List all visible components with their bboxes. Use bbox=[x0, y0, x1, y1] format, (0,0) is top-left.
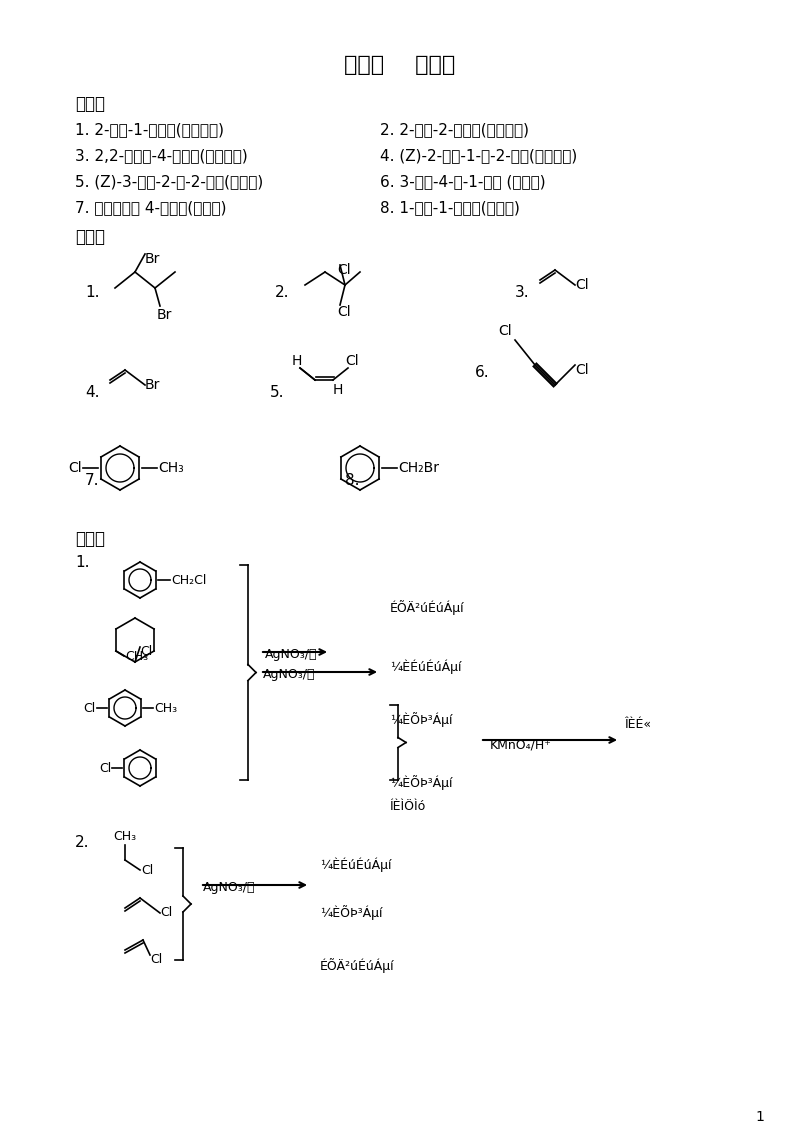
Text: Br: Br bbox=[157, 308, 172, 321]
Text: H: H bbox=[333, 383, 343, 397]
Text: 第六章    卤代烃: 第六章 卤代烃 bbox=[344, 55, 456, 75]
Text: CH₂Br: CH₂Br bbox=[398, 461, 439, 475]
Text: 8.: 8. bbox=[345, 473, 359, 488]
Text: 2.: 2. bbox=[75, 835, 90, 850]
Text: 第二题: 第二题 bbox=[75, 228, 105, 246]
Text: ¼ÈÉúÉúÁµí: ¼ÈÉúÉúÁµí bbox=[390, 660, 462, 675]
Text: 7. 对氯甲苯或 4-氯甲苯(苯基型): 7. 对氯甲苯或 4-氯甲苯(苯基型) bbox=[75, 200, 226, 215]
Text: 第三题: 第三题 bbox=[75, 530, 105, 548]
Text: 5.: 5. bbox=[270, 385, 285, 400]
Text: AgNO₃/醇: AgNO₃/醇 bbox=[203, 881, 255, 894]
Text: 1.: 1. bbox=[75, 555, 90, 571]
Text: 3.: 3. bbox=[515, 285, 530, 300]
Text: Cl: Cl bbox=[575, 363, 589, 377]
Text: KMnO₄/H⁺: KMnO₄/H⁺ bbox=[490, 738, 552, 751]
Text: 7.: 7. bbox=[85, 473, 99, 488]
Text: 5. (Z)-3-甲基-2-氯-2-戊烯(乙烯型): 5. (Z)-3-甲基-2-氯-2-戊烯(乙烯型) bbox=[75, 174, 263, 189]
Text: ÎÈÉ«: ÎÈÉ« bbox=[625, 718, 652, 731]
Text: CH₃: CH₃ bbox=[114, 830, 137, 843]
Text: ¼ÈÉúÉúÁµí: ¼ÈÉúÉúÁµí bbox=[320, 858, 391, 873]
Text: ¼ÈÕÞ³Áµí: ¼ÈÕÞ³Áµí bbox=[390, 775, 453, 790]
Text: Br: Br bbox=[145, 378, 160, 392]
Text: AgNO₃/醇: AgNO₃/醇 bbox=[263, 668, 315, 681]
Text: Cl: Cl bbox=[160, 907, 172, 919]
Text: CH₃: CH₃ bbox=[158, 461, 184, 475]
Text: CH₂Cl: CH₂Cl bbox=[171, 574, 206, 586]
Text: Cl: Cl bbox=[337, 263, 350, 277]
Text: CH₃: CH₃ bbox=[154, 702, 177, 714]
Text: Cl: Cl bbox=[498, 324, 512, 338]
Text: 4. (Z)-2-甲基-1-溴-2-戊烯(烯丙基型): 4. (Z)-2-甲基-1-溴-2-戊烯(烯丙基型) bbox=[380, 148, 578, 163]
Text: Cl: Cl bbox=[84, 702, 96, 714]
Text: 3. 2,2-二甲基-4-溴戊烷(仲卤代烷): 3. 2,2-二甲基-4-溴戊烷(仲卤代烷) bbox=[75, 148, 248, 163]
Text: Cl: Cl bbox=[150, 953, 162, 966]
Text: Cl: Cl bbox=[98, 762, 111, 774]
Text: Cl: Cl bbox=[575, 278, 589, 292]
Text: AgNO₃/醇: AgNO₃/醇 bbox=[265, 648, 318, 661]
Text: 6.: 6. bbox=[475, 365, 490, 380]
Text: 第一题: 第一题 bbox=[75, 95, 105, 113]
Text: Cl: Cl bbox=[140, 645, 152, 658]
Text: Cl: Cl bbox=[68, 461, 82, 475]
Text: Br: Br bbox=[145, 252, 160, 266]
Text: ÍÈÌÖÌó: ÍÈÌÖÌó bbox=[390, 800, 426, 813]
Text: CH₃: CH₃ bbox=[125, 650, 148, 662]
Text: 1.: 1. bbox=[85, 285, 99, 300]
Text: 8. 1-苯基-1-溴丙烷(苄基型): 8. 1-苯基-1-溴丙烷(苄基型) bbox=[380, 200, 520, 215]
Text: ¼ÈÕÞ³Áµí: ¼ÈÕÞ³Áµí bbox=[390, 712, 453, 727]
Text: ÉÕÄ²úÉúÁµí: ÉÕÄ²úÉúÁµí bbox=[390, 600, 465, 615]
Text: Cl: Cl bbox=[337, 305, 350, 319]
Text: 2. 2-甲基-2-溴丁烷(叔卤代烷): 2. 2-甲基-2-溴丁烷(叔卤代烷) bbox=[380, 122, 529, 137]
Text: 2.: 2. bbox=[275, 285, 290, 300]
Text: ÉÕÄ²úÉúÁµí: ÉÕÄ²úÉúÁµí bbox=[320, 958, 394, 974]
Text: H: H bbox=[292, 354, 302, 368]
Text: ¼ÈÕÞ³Áµí: ¼ÈÕÞ³Áµí bbox=[320, 904, 382, 920]
Text: Cl: Cl bbox=[141, 864, 154, 876]
Text: Cl: Cl bbox=[345, 354, 358, 368]
Text: 1: 1 bbox=[755, 1110, 765, 1124]
Text: 4.: 4. bbox=[85, 385, 99, 400]
Text: 6. 3-甲基-4-溴-1-丁烯 (隔离型): 6. 3-甲基-4-溴-1-丁烯 (隔离型) bbox=[380, 174, 546, 189]
Text: 1. 2-甲基-1-氯丙烷(伯卤代烷): 1. 2-甲基-1-氯丙烷(伯卤代烷) bbox=[75, 122, 224, 137]
